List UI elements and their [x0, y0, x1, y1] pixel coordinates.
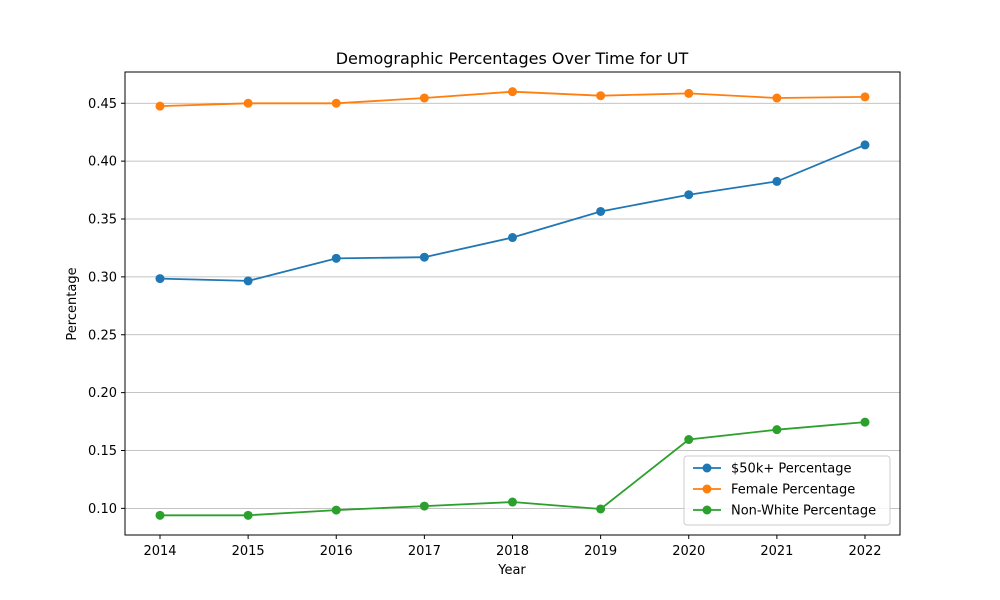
data-point: [772, 176, 782, 186]
x-tick-label: 2016: [320, 544, 353, 559]
series-2: [155, 87, 870, 111]
x-axis-label: Year: [497, 563, 526, 578]
y-tick-label: 0.30: [88, 270, 117, 285]
y-tick-label: 0.40: [88, 155, 117, 170]
legend-marker: [702, 484, 712, 494]
legend-item: Non-White Percentage: [693, 504, 876, 519]
y-axis-label: Percentage: [65, 267, 80, 340]
legend: $50k+ Percentage Female Percentage Non-Whi…: [683, 455, 891, 526]
data-point: [419, 93, 429, 103]
data-point: [860, 92, 870, 102]
data-point: [331, 98, 341, 108]
legend-marker: [702, 463, 712, 473]
x-tick-label: 2015: [232, 544, 265, 559]
data-point: [155, 101, 165, 111]
legend-item: Female Percentage: [693, 483, 855, 498]
x-tick-label: 2014: [143, 544, 176, 559]
series-3: [155, 417, 870, 520]
data-point: [508, 497, 517, 507]
data-point: [243, 98, 253, 108]
data-point: [860, 140, 870, 150]
y-tick-label: 0.15: [88, 444, 117, 459]
data-point: [684, 435, 694, 445]
x-tick-label: 2017: [408, 544, 441, 559]
data-point: [772, 93, 782, 103]
legend-label: $50k+ Percentage: [731, 462, 852, 477]
data-point: [419, 501, 429, 511]
data-point: [155, 274, 165, 284]
data-point: [684, 190, 694, 200]
data-point: [860, 417, 870, 427]
data-point: [243, 510, 253, 520]
legend-marker: [702, 505, 712, 515]
y-tick-label: 0.20: [88, 386, 117, 401]
data-point: [331, 505, 341, 515]
x-tick-label: 2022: [848, 544, 881, 559]
x-tick-label: 2020: [672, 544, 705, 559]
legend-label: Female Percentage: [731, 483, 855, 498]
x-tick-label: 2018: [496, 544, 529, 559]
data-point: [596, 91, 606, 101]
y-tick-label: 0.10: [88, 502, 117, 517]
x-tick-label: 2021: [760, 544, 793, 559]
data-point: [596, 504, 606, 514]
legend-label: Non-White Percentage: [731, 504, 876, 519]
chart-title: Demographic Percentages Over Time for UT: [336, 49, 689, 68]
series-1: [155, 140, 870, 286]
data-point: [772, 425, 782, 435]
y-tick-label: 0.35: [88, 213, 117, 228]
data-point: [155, 510, 165, 520]
legend-box: [683, 455, 891, 526]
data-point: [684, 88, 694, 98]
data-point: [331, 253, 341, 263]
data-point: [419, 252, 429, 262]
y-tick-label: 0.45: [88, 97, 117, 112]
data-point: [243, 276, 253, 286]
data-point: [508, 87, 517, 97]
data-point: [596, 206, 606, 216]
y-tick-label: 0.25: [88, 328, 117, 343]
x-tick-label: 2019: [584, 544, 617, 559]
data-point: [508, 233, 517, 243]
legend-item: $50k+ Percentage: [693, 462, 852, 477]
